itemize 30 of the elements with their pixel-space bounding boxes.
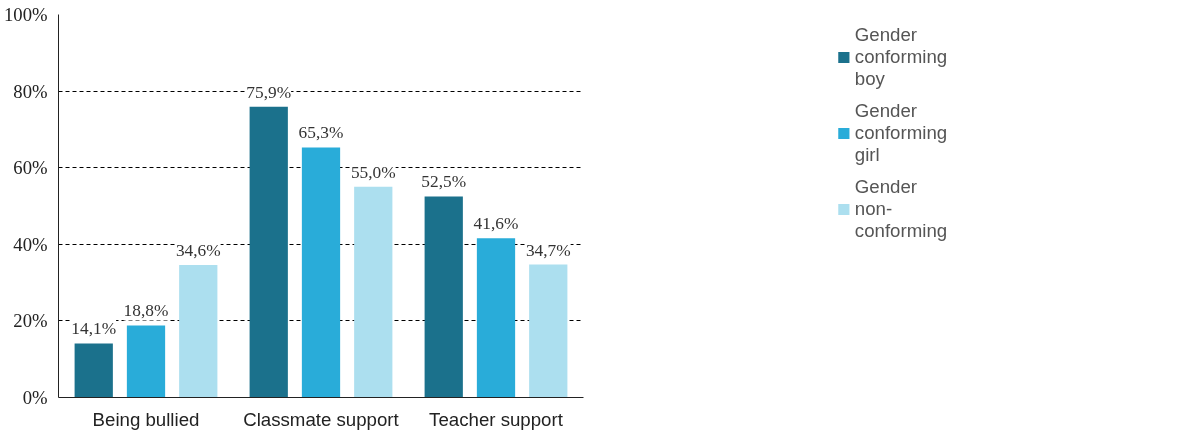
bar — [476, 238, 516, 398]
bar — [126, 325, 166, 398]
bar — [249, 106, 288, 398]
y-tick-label: 40% — [13, 233, 48, 255]
x-tick-label: Being bullied — [92, 408, 200, 430]
data-label: 75,9% — [246, 82, 292, 102]
bar — [301, 147, 341, 398]
data-label: 18,8% — [123, 301, 169, 321]
y-tick-label: 100% — [3, 4, 48, 25]
data-label: 34,7% — [525, 240, 571, 260]
x-tick-label: Teacher support — [429, 408, 564, 430]
y-tick-label: 20% — [13, 310, 48, 332]
bar — [529, 264, 568, 398]
bar — [354, 186, 393, 398]
y-tick-label: 60% — [13, 157, 48, 179]
data-label: 34,6% — [175, 240, 221, 260]
data-label: 14,1% — [71, 319, 117, 339]
y-tick-label: 0% — [22, 387, 48, 408]
data-label: 52,5% — [421, 172, 467, 192]
y-tick-label: 80% — [13, 80, 48, 102]
bar — [424, 196, 463, 398]
data-label: 65,3% — [298, 123, 344, 143]
data-label: 55,0% — [350, 162, 396, 182]
x-tick-label: Classmate support — [243, 408, 400, 430]
data-label: 41,6% — [473, 214, 519, 234]
bar — [179, 264, 218, 398]
legend-label: Gender conforming boy — [854, 24, 948, 90]
legend-label: Gender conforming girl — [854, 100, 948, 166]
bar — [74, 343, 113, 398]
legend-label: Gender non-conforming — [854, 176, 948, 242]
